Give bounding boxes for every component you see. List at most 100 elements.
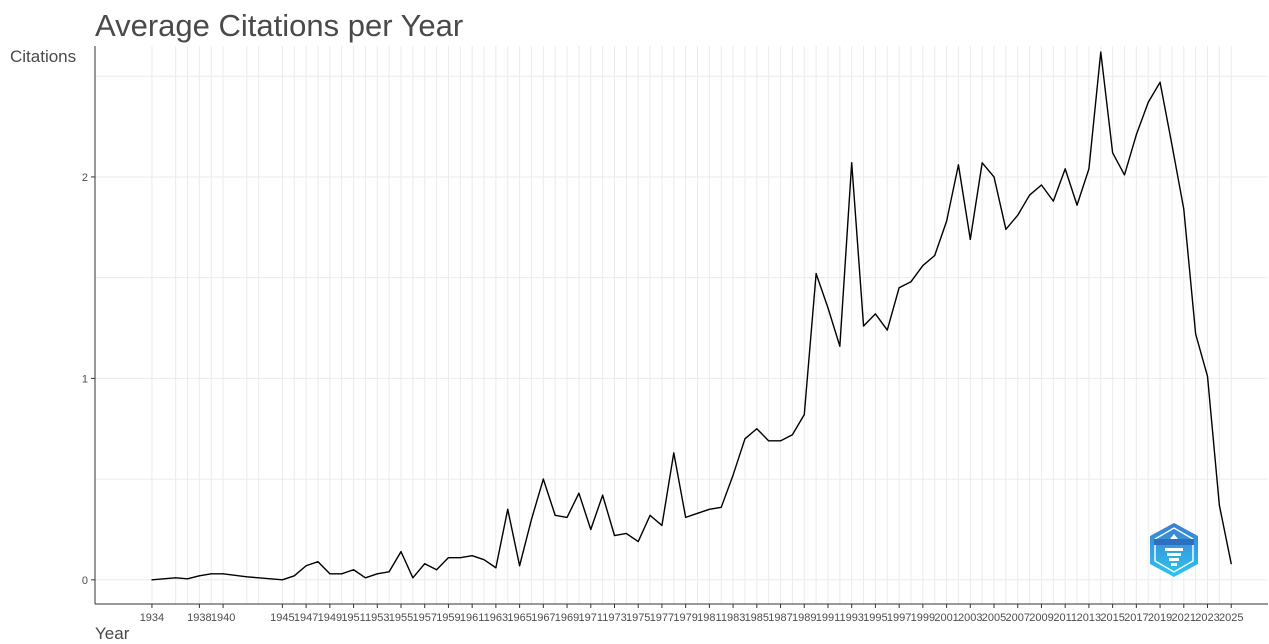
data-point	[376, 573, 378, 575]
data-point	[519, 565, 521, 567]
y-axis-title: Citations	[10, 47, 77, 66]
data-point	[400, 551, 402, 553]
data-point	[590, 528, 592, 531]
x-tick-label: 1965	[507, 612, 531, 624]
y-tick-label: 1	[82, 373, 88, 385]
data-point	[602, 494, 604, 496]
data-point	[447, 557, 450, 559]
data-point	[1147, 101, 1149, 104]
x-tick-label: 1971	[579, 612, 603, 624]
data-point	[732, 474, 734, 476]
x-tick-label: 2013	[1077, 612, 1101, 624]
grid-lines	[95, 46, 1268, 604]
data-point	[186, 578, 189, 580]
data-point	[198, 575, 200, 577]
data-point	[542, 478, 544, 480]
data-point	[1230, 563, 1232, 565]
data-point	[151, 579, 153, 581]
data-point	[827, 307, 829, 309]
data-point	[720, 506, 722, 508]
x-tick-label: 2005	[982, 612, 1006, 624]
data-point	[910, 281, 912, 283]
data-point	[364, 577, 367, 579]
x-tick-label: 1945	[270, 612, 294, 624]
data-point	[1100, 51, 1102, 53]
data-point	[507, 508, 509, 510]
x-tick-label: 1983	[721, 612, 745, 624]
x-tick-label: 1991	[816, 612, 840, 624]
data-point	[945, 220, 948, 222]
data-point	[222, 573, 224, 575]
x-tick-label: 1955	[389, 612, 413, 624]
data-point	[673, 452, 675, 454]
data-point	[412, 577, 414, 579]
data-point	[779, 440, 782, 442]
data-point	[435, 569, 438, 571]
data-point	[530, 518, 533, 520]
x-tick-label: 1953	[365, 612, 389, 624]
series-line	[151, 51, 1232, 581]
data-point	[969, 238, 971, 240]
x-tick-label: 2015	[1100, 612, 1124, 624]
data-point	[554, 514, 556, 516]
data-point	[1159, 81, 1161, 83]
data-point	[1123, 174, 1126, 176]
x-tick-label: 2025	[1219, 612, 1243, 624]
x-tick-label: 2023	[1195, 612, 1219, 624]
data-point	[934, 254, 936, 257]
data-point	[922, 264, 924, 267]
data-point	[175, 577, 177, 579]
x-tick-label: 2021	[1172, 612, 1196, 624]
x-tick-label: 2001	[934, 612, 958, 624]
data-point	[708, 508, 710, 510]
x-tick-label: 1989	[792, 612, 816, 624]
x-axis-title: Year	[95, 624, 130, 643]
x-tick-label: 1985	[745, 612, 769, 624]
data-point	[744, 438, 746, 440]
data-point	[1112, 152, 1114, 154]
x-tick-label: 2009	[1029, 612, 1053, 624]
data-point	[317, 561, 319, 563]
data-point	[210, 573, 212, 575]
axes	[91, 46, 1268, 608]
x-tick-label: 2017	[1124, 612, 1148, 624]
x-tick-label: 1987	[768, 612, 792, 624]
x-tick-label: 2007	[1006, 612, 1030, 624]
data-point	[352, 569, 355, 571]
data-point	[625, 532, 627, 535]
data-point	[898, 287, 900, 289]
data-point	[803, 414, 805, 416]
data-point	[471, 555, 473, 557]
data-point	[613, 534, 616, 537]
data-point	[839, 345, 841, 347]
data-point	[1029, 194, 1031, 196]
x-tick-label: 1995	[863, 612, 887, 624]
x-tick-label: 2019	[1148, 612, 1172, 624]
x-tick-label: 2011	[1053, 612, 1077, 624]
data-point	[685, 516, 687, 518]
data-point	[993, 176, 995, 178]
x-tick-label: 1979	[673, 612, 697, 624]
data-point	[578, 492, 580, 494]
data-point	[862, 325, 865, 327]
data-point	[1040, 184, 1043, 186]
data-point	[696, 512, 699, 514]
x-tick-label: 1969	[555, 612, 579, 624]
data-point	[1206, 375, 1209, 377]
data-point	[661, 524, 663, 527]
data-point	[293, 575, 295, 577]
x-tick-label: 1993	[839, 612, 863, 624]
x-tick-label: 1938	[187, 612, 211, 624]
data-point	[981, 162, 983, 164]
data-point	[1076, 204, 1078, 206]
data-point	[388, 571, 390, 573]
bibliometrix-logo	[1150, 523, 1198, 577]
x-tick-label: 1963	[484, 612, 508, 624]
data-point	[566, 516, 568, 518]
data-point	[329, 573, 331, 575]
data-point	[1052, 200, 1054, 202]
x-tick-label: 1940	[211, 612, 235, 624]
data-point	[483, 559, 485, 561]
